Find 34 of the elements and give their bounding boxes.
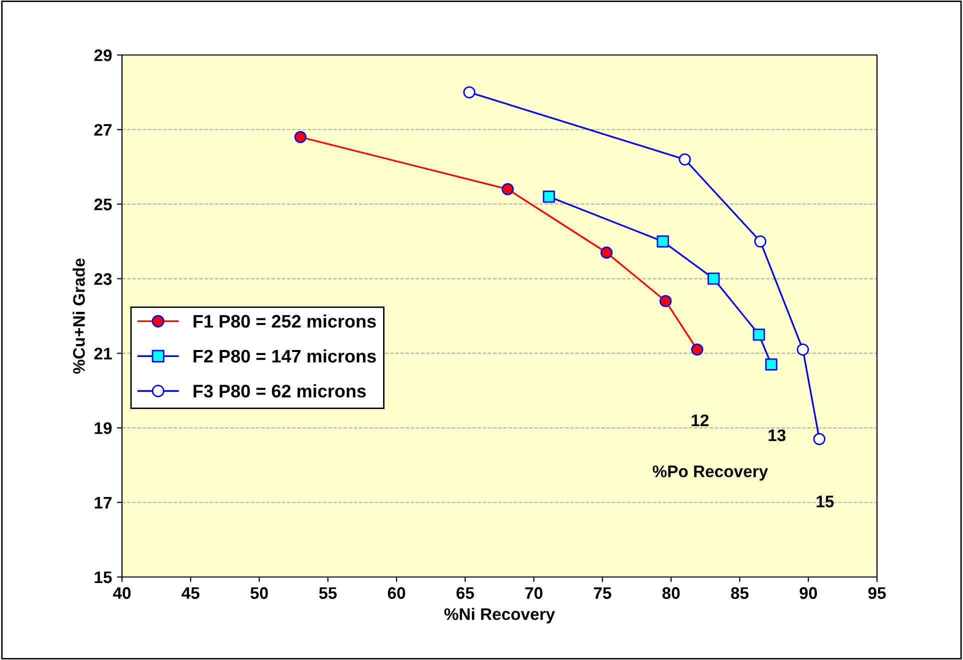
x-tick-label: 60 — [388, 587, 406, 599]
legend-label: F2 P80 = 147 microns — [194, 349, 376, 363]
y-tick-label: 19 — [94, 422, 112, 434]
x-tick-label: 40 — [112, 587, 131, 599]
y-tick-label: 17 — [94, 497, 112, 508]
x-axis-title: %Ni Recovery — [444, 608, 555, 624]
point — [708, 272, 720, 285]
annotation: 12 — [692, 414, 709, 426]
x-tick-label: 85 — [730, 587, 749, 599]
x-tick-label: 90 — [800, 587, 817, 599]
y-tick-label: 21 — [94, 348, 112, 360]
y-tick-label: 15 — [94, 572, 112, 584]
x-tick-label: 50 — [250, 587, 268, 599]
x-tick-label: 65 — [456, 587, 474, 599]
y-tick-label: 29 — [94, 49, 112, 62]
y-tick-label: 25 — [94, 198, 112, 210]
x-tick-label: 45 — [182, 587, 200, 599]
x-tick-label: 75 — [594, 587, 612, 599]
x-tick-label: 80 — [662, 587, 680, 599]
point — [765, 358, 778, 371]
annotation: 15 — [816, 496, 834, 508]
point — [752, 328, 766, 341]
x-tick-label: 95 — [868, 587, 886, 599]
annotation: %Po Recovery — [652, 466, 768, 481]
point — [542, 190, 555, 203]
x-tick-label: 70 — [525, 587, 542, 599]
point — [656, 235, 669, 248]
legend-label: F1 P80 = 252 microns — [194, 314, 376, 328]
y-tick-label: 27 — [94, 124, 112, 136]
annotation: 13 — [768, 429, 786, 442]
x-tick-label: 55 — [319, 587, 337, 599]
y-axis-title: %Cu+Ni Grade — [72, 258, 85, 374]
y-tick-label: 23 — [94, 273, 112, 285]
legend-label: F3 P80 = 62 microns — [194, 384, 366, 398]
